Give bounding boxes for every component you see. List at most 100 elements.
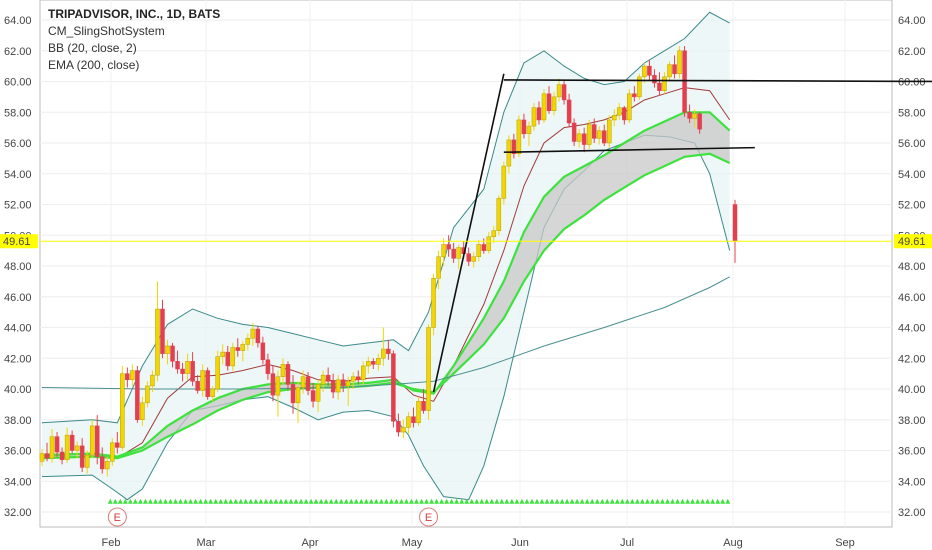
candle-body[interactable] bbox=[330, 381, 336, 393]
candle-body[interactable] bbox=[732, 204, 738, 242]
candle-body[interactable] bbox=[591, 124, 597, 139]
candle-body[interactable] bbox=[657, 82, 662, 91]
candle-body[interactable] bbox=[526, 125, 532, 135]
candle-body[interactable] bbox=[386, 348, 391, 354]
candle-body[interactable] bbox=[396, 421, 401, 433]
candle-body[interactable] bbox=[89, 425, 95, 456]
candle-body[interactable] bbox=[54, 436, 60, 453]
candle-body[interactable] bbox=[601, 130, 607, 144]
candle-body[interactable] bbox=[496, 198, 502, 231]
candle-body[interactable] bbox=[516, 119, 522, 155]
candle-body[interactable] bbox=[130, 370, 135, 381]
candle-body[interactable] bbox=[677, 50, 682, 75]
candle-body[interactable] bbox=[305, 376, 311, 391]
candle-body[interactable] bbox=[125, 373, 130, 381]
candle-body[interactable] bbox=[466, 253, 471, 262]
candle-body[interactable] bbox=[612, 115, 617, 121]
candle-body[interactable] bbox=[366, 361, 371, 367]
candle-body[interactable] bbox=[59, 451, 65, 460]
candle-body[interactable] bbox=[195, 381, 200, 391]
candle-body[interactable] bbox=[451, 248, 456, 259]
trend-line[interactable] bbox=[503, 79, 932, 83]
candle-body[interactable] bbox=[49, 436, 55, 459]
candle-body[interactable] bbox=[617, 107, 622, 116]
candle-body[interactable] bbox=[571, 122, 577, 142]
candle-body[interactable] bbox=[491, 230, 497, 238]
candle-body[interactable] bbox=[340, 379, 346, 387]
candle-body[interactable] bbox=[411, 416, 416, 424]
candle-body[interactable] bbox=[401, 427, 406, 433]
candle-body[interactable] bbox=[576, 133, 582, 142]
candle-body[interactable] bbox=[185, 361, 190, 374]
candle-body[interactable] bbox=[481, 244, 487, 251]
candle-body[interactable] bbox=[546, 93, 552, 111]
candle-body[interactable] bbox=[682, 50, 687, 113]
candle-body[interactable] bbox=[692, 113, 697, 119]
candle-body[interactable] bbox=[115, 442, 120, 448]
candle-body[interactable] bbox=[632, 93, 637, 98]
candle-body[interactable] bbox=[345, 381, 351, 387]
candle-body[interactable] bbox=[697, 113, 702, 130]
candle-body[interactable] bbox=[290, 384, 296, 404]
candle-body[interactable] bbox=[180, 368, 185, 374]
candle-body[interactable] bbox=[391, 353, 396, 422]
candle-body[interactable] bbox=[647, 65, 652, 76]
candle-body[interactable] bbox=[310, 390, 316, 402]
candle-body[interactable] bbox=[350, 376, 356, 382]
candle-body[interactable] bbox=[170, 345, 175, 362]
candle-body[interactable] bbox=[416, 401, 421, 424]
candle-body[interactable] bbox=[120, 373, 125, 448]
earnings-marker[interactable] bbox=[419, 507, 439, 527]
candle-body[interactable] bbox=[376, 358, 381, 365]
candle-body[interactable] bbox=[501, 165, 507, 199]
candle-body[interactable] bbox=[175, 361, 180, 370]
candle-body[interactable] bbox=[160, 308, 165, 354]
candle-body[interactable] bbox=[285, 364, 291, 385]
candle-body[interactable] bbox=[39, 453, 45, 462]
candle-body[interactable] bbox=[165, 345, 170, 354]
candle-body[interactable] bbox=[335, 379, 341, 393]
candle-body[interactable] bbox=[315, 384, 321, 402]
candle-body[interactable] bbox=[556, 84, 562, 98]
candle-body[interactable] bbox=[566, 99, 572, 124]
candle-body[interactable] bbox=[672, 64, 677, 75]
candle-body[interactable] bbox=[551, 96, 557, 111]
candle-body[interactable] bbox=[596, 130, 602, 139]
candle-body[interactable] bbox=[255, 328, 261, 344]
candle-body[interactable] bbox=[225, 351, 230, 367]
candle-body[interactable] bbox=[637, 76, 642, 98]
candle-body[interactable] bbox=[210, 388, 215, 397]
candle-body[interactable] bbox=[506, 139, 512, 167]
trend-line[interactable] bbox=[432, 73, 505, 393]
candle-body[interactable] bbox=[426, 327, 431, 411]
candle-body[interactable] bbox=[356, 376, 361, 381]
candle-body[interactable] bbox=[245, 338, 251, 345]
candle-body[interactable] bbox=[627, 93, 632, 121]
candle-body[interactable] bbox=[581, 133, 587, 145]
candle-body[interactable] bbox=[240, 344, 246, 351]
candle-body[interactable] bbox=[541, 93, 547, 121]
candle-body[interactable] bbox=[250, 328, 256, 339]
candle-body[interactable] bbox=[371, 361, 376, 365]
candle-body[interactable] bbox=[190, 361, 195, 382]
candle-body[interactable] bbox=[79, 445, 85, 468]
candle-body[interactable] bbox=[270, 373, 276, 396]
candle-body[interactable] bbox=[105, 461, 110, 470]
candle-body[interactable] bbox=[471, 256, 476, 262]
candle-body[interactable] bbox=[265, 359, 271, 374]
candle-body[interactable] bbox=[220, 351, 225, 357]
candle-body[interactable] bbox=[381, 348, 386, 359]
candle-body[interactable] bbox=[230, 347, 236, 367]
candle-body[interactable] bbox=[320, 374, 326, 385]
candle-body[interactable] bbox=[431, 278, 436, 328]
candle-body[interactable] bbox=[74, 445, 80, 451]
trend-line[interactable] bbox=[503, 146, 755, 154]
candle-body[interactable] bbox=[561, 84, 567, 101]
candle-body[interactable] bbox=[652, 75, 657, 84]
candle-body[interactable] bbox=[511, 139, 517, 155]
candle-body[interactable] bbox=[110, 442, 115, 462]
candle-body[interactable] bbox=[64, 434, 70, 460]
candle-body[interactable] bbox=[536, 107, 542, 121]
candle-body[interactable] bbox=[687, 112, 692, 119]
